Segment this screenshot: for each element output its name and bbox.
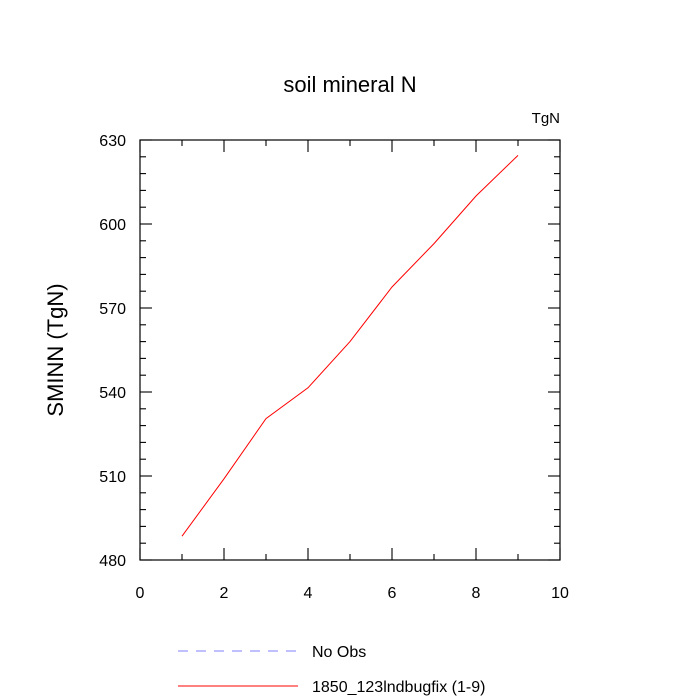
- x-tick-label: 2: [220, 585, 229, 602]
- chart-title: soil mineral N: [283, 72, 416, 97]
- legend: No Obs 1850_123lndbugfix (1-9): [178, 644, 485, 696]
- y-tick-label: 540: [99, 385, 126, 402]
- axis-ticks: [139, 139, 561, 561]
- x-tick-label: 0: [136, 585, 145, 602]
- x-tick-label: 6: [388, 585, 397, 602]
- y-tick-label: 480: [99, 553, 126, 570]
- y-tick-label: 570: [99, 301, 126, 318]
- y-tick-label: 600: [99, 217, 126, 234]
- x-tick-label: 4: [304, 585, 313, 602]
- y-axis-label: SMINN (TgN): [43, 283, 68, 416]
- series-layer: [181, 155, 519, 537]
- series-line-1: [181, 155, 519, 537]
- axis-tick-labels: 0 2 4 6 8 10 480 510 540 570 600 630: [99, 133, 569, 602]
- x-tick-label: 8: [472, 585, 481, 602]
- y-tick-label: 630: [99, 133, 126, 150]
- units-label: TgN: [532, 110, 560, 127]
- y-tick-label: 510: [99, 469, 126, 486]
- legend-label-no-obs: No Obs: [312, 644, 366, 661]
- x-tick-label: 10: [551, 585, 569, 602]
- legend-label-1850-123lndbugfix: 1850_123lndbugfix (1-9): [312, 679, 485, 696]
- plot-frame: [139, 139, 561, 561]
